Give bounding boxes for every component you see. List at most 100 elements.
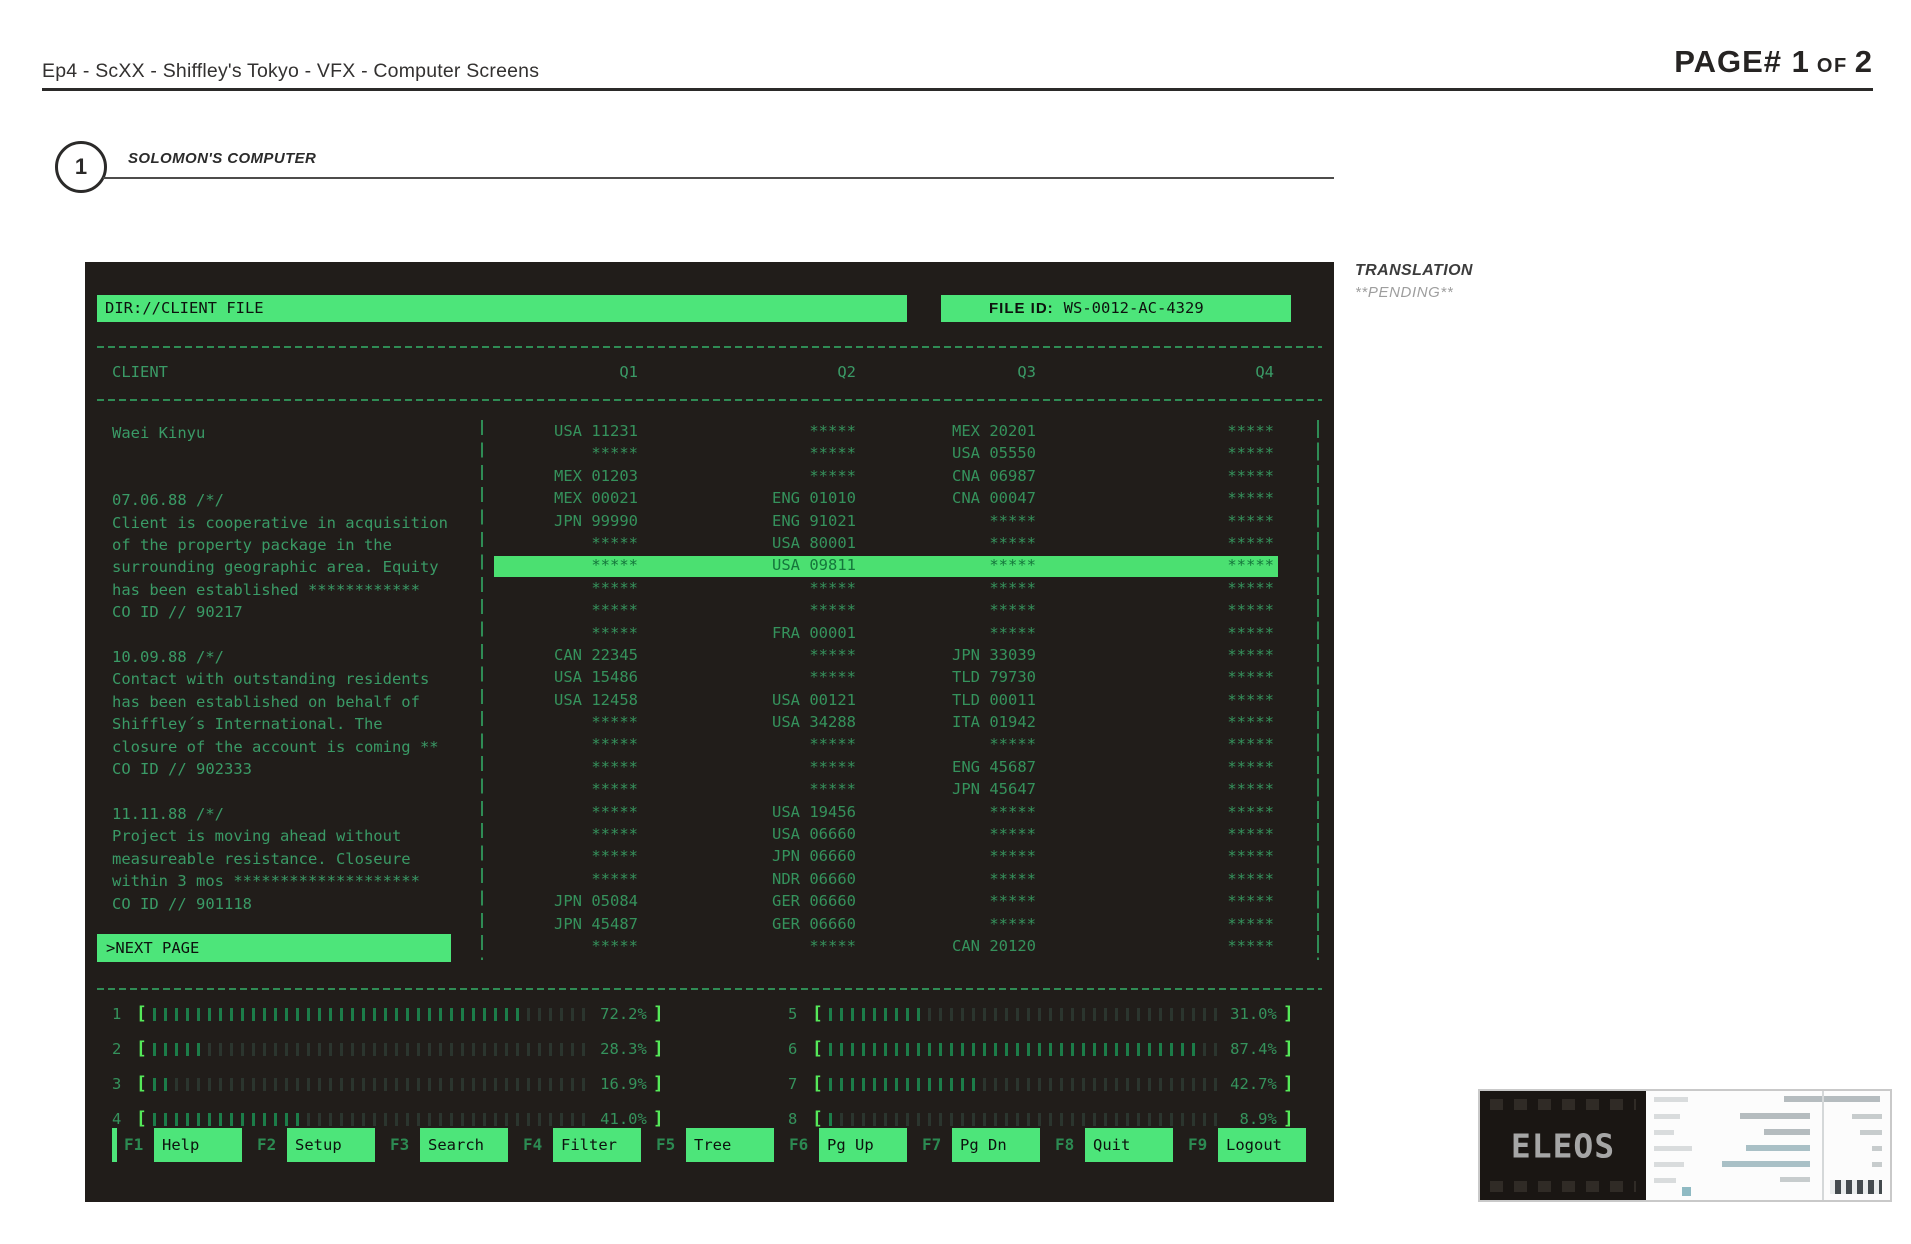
pipe-tick bbox=[1158, 1042, 1162, 1056]
table-row[interactable]: JPN 05084 GER 06660 ***** ***** bbox=[85, 892, 1334, 914]
pipe-tick bbox=[1158, 1112, 1162, 1126]
pipe-tick bbox=[1070, 1042, 1074, 1056]
table-row[interactable]: ***** USA 34288 ITA 01942 ***** bbox=[85, 713, 1334, 735]
scene-label: SOLOMON'S COMPUTER bbox=[128, 150, 317, 167]
fn-key-f6[interactable]: F6 Pg Up bbox=[789, 1128, 907, 1162]
pipe-tick bbox=[240, 1042, 244, 1056]
table-cell: ***** bbox=[591, 713, 638, 732]
pipe-tick bbox=[394, 1042, 398, 1056]
pipe-tick bbox=[581, 1007, 585, 1021]
fn-key-f1[interactable]: F1 Help bbox=[124, 1128, 242, 1162]
pipe-tick bbox=[1026, 1042, 1030, 1056]
pipe-tick bbox=[861, 1077, 865, 1091]
progress-bar: 7 [42.7%] bbox=[788, 1073, 1294, 1095]
table-row[interactable]: ***** USA 80001 ***** ***** bbox=[85, 534, 1334, 556]
table-right-border-line bbox=[1317, 420, 1319, 960]
pipe-tick bbox=[916, 1042, 920, 1056]
table-row[interactable]: ***** USA 06660 ***** ***** bbox=[85, 825, 1334, 847]
pipe-tick bbox=[471, 1112, 475, 1126]
table-cell: ***** bbox=[1227, 422, 1274, 440]
table-row[interactable]: CAN 22345 ***** JPN 33039 ***** bbox=[85, 646, 1334, 668]
table-cell: ***** bbox=[591, 578, 638, 597]
page-number-of: OF bbox=[1809, 55, 1855, 77]
fn-key-f8[interactable]: F8 Quit bbox=[1055, 1128, 1173, 1162]
table-row[interactable]: ***** ***** CAN 20120 ***** bbox=[85, 937, 1334, 959]
fn-key-f7[interactable]: F7 Pg Dn bbox=[922, 1128, 1040, 1162]
table-row[interactable]: JPN 45487 GER 06660 ***** ***** bbox=[85, 915, 1334, 937]
table-row[interactable]: USA 15486 ***** TLD 79730 ***** bbox=[85, 668, 1334, 690]
pipe-tick bbox=[526, 1077, 530, 1091]
table-row[interactable]: JPN 99990 ENG 91021 ***** ***** bbox=[85, 512, 1334, 534]
table-cell: ***** bbox=[989, 869, 1036, 888]
table-cell: ***** bbox=[809, 645, 856, 664]
next-page-button[interactable]: >NEXT PAGE bbox=[97, 934, 451, 962]
fn-key-number: F6 bbox=[789, 1135, 809, 1154]
translation-status: **PENDING** bbox=[1355, 284, 1454, 301]
fn-key-f5[interactable]: F5 Tree bbox=[656, 1128, 774, 1162]
fn-key-f3[interactable]: F3 Search bbox=[390, 1128, 508, 1162]
progress-bar: 1 [72.2%] bbox=[112, 1003, 664, 1025]
pipe-tick bbox=[284, 1112, 288, 1126]
fn-key-number: F1 bbox=[124, 1135, 144, 1154]
table-row[interactable]: ***** NDR 06660 ***** ***** bbox=[85, 870, 1334, 892]
pipe-tick bbox=[883, 1112, 887, 1126]
pipe-tick bbox=[405, 1112, 409, 1126]
pipe-tick bbox=[581, 1077, 585, 1091]
table-cell: ***** bbox=[1227, 802, 1274, 821]
pipe-tick bbox=[438, 1042, 442, 1056]
pipe-tick bbox=[196, 1007, 200, 1021]
bar-pipes bbox=[828, 1112, 1225, 1126]
column-separator-line bbox=[481, 420, 483, 960]
translation-note: TRANSLATION **PENDING** bbox=[1355, 262, 1473, 301]
table-row[interactable]: ***** ***** ***** ***** bbox=[85, 735, 1334, 757]
table-row[interactable]: MEX 00021 ENG 01010 CNA 00047 ***** bbox=[85, 489, 1334, 511]
pipe-tick bbox=[306, 1077, 310, 1091]
fn-key-f2[interactable]: F2 Setup bbox=[257, 1128, 375, 1162]
table-row[interactable]: ***** USA 09811 ***** ***** bbox=[85, 556, 1334, 578]
table-row[interactable]: MEX 01203 ***** CNA 06987 ***** bbox=[85, 467, 1334, 489]
pipe-tick bbox=[251, 1077, 255, 1091]
pipe-tick bbox=[850, 1042, 854, 1056]
table-row[interactable]: ***** ***** ***** ***** bbox=[85, 579, 1334, 601]
pipe-tick bbox=[861, 1007, 865, 1021]
table-row[interactable]: ***** ***** JPN 45647 ***** bbox=[85, 780, 1334, 802]
row-highlight-bar bbox=[494, 556, 1278, 577]
pipe-tick bbox=[1169, 1077, 1173, 1091]
pipe-tick bbox=[306, 1007, 310, 1021]
table-cell: FRA 00001 bbox=[772, 623, 856, 642]
pipe-tick bbox=[1026, 1112, 1030, 1126]
pipe-tick bbox=[1125, 1112, 1129, 1126]
pipe-tick bbox=[240, 1077, 244, 1091]
table-row[interactable]: USA 11231 ***** MEX 20201 ***** bbox=[85, 422, 1334, 444]
table-row[interactable]: ***** ***** ENG 45687 ***** bbox=[85, 758, 1334, 780]
table-row[interactable]: ***** FRA 00001 ***** ***** bbox=[85, 624, 1334, 646]
page-number-current: 1 bbox=[1791, 44, 1810, 79]
table-cell: MEX 00021 bbox=[554, 489, 638, 508]
pipe-tick bbox=[971, 1007, 975, 1021]
pipe-tick bbox=[927, 1042, 931, 1056]
table-row[interactable]: ***** USA 19456 ***** ***** bbox=[85, 803, 1334, 825]
pipe-tick bbox=[251, 1007, 255, 1021]
pipe-tick bbox=[1114, 1007, 1118, 1021]
pipe-tick bbox=[1202, 1112, 1206, 1126]
table-row[interactable]: ***** JPN 06660 ***** ***** bbox=[85, 847, 1334, 869]
pipe-tick bbox=[828, 1077, 832, 1091]
bar-number: 5 bbox=[788, 1005, 798, 1023]
fn-key-f4[interactable]: F4 Filter bbox=[523, 1128, 641, 1162]
pipe-tick bbox=[152, 1042, 156, 1056]
pipe-tick bbox=[993, 1112, 997, 1126]
table-row[interactable]: ***** ***** ***** ***** bbox=[85, 601, 1334, 623]
quarter-header: Q2 bbox=[837, 363, 856, 381]
pipe-tick bbox=[894, 1112, 898, 1126]
pipe-tick bbox=[460, 1042, 464, 1056]
pipe-tick bbox=[339, 1042, 343, 1056]
fn-key-f9[interactable]: F9 Logout bbox=[1188, 1128, 1306, 1162]
pipe-tick bbox=[163, 1112, 167, 1126]
bar-percentage: 72.2% bbox=[600, 1005, 647, 1023]
pipe-tick bbox=[982, 1077, 986, 1091]
table-row[interactable]: USA 12458 USA 00121 TLD 00011 ***** bbox=[85, 691, 1334, 713]
table-row[interactable]: ***** ***** USA 05550 ***** bbox=[85, 444, 1334, 466]
pipe-tick bbox=[949, 1007, 953, 1021]
scene-number-badge: 1 bbox=[55, 141, 107, 193]
table-cell: ***** bbox=[1227, 511, 1274, 530]
